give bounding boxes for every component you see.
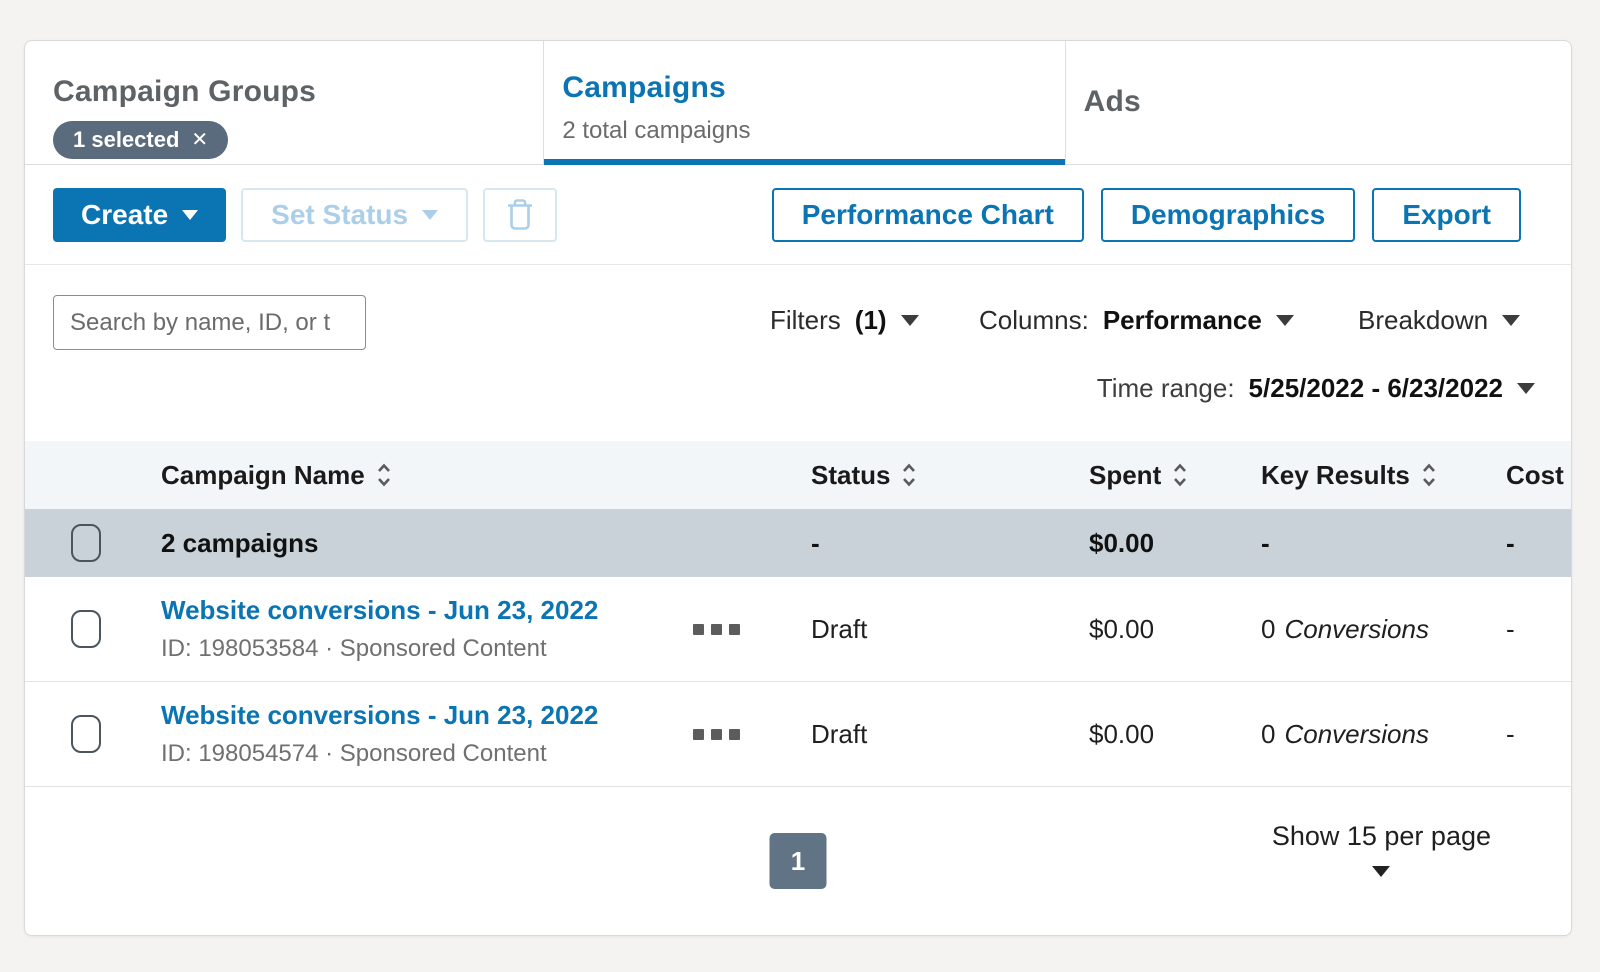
search-input[interactable]	[53, 295, 366, 350]
tab-ads[interactable]: Ads	[1066, 41, 1571, 164]
tab-campaigns-subtitle: 2 total campaigns	[562, 117, 751, 144]
sort-status[interactable]: Status	[811, 460, 918, 491]
sort-spent[interactable]: Spent	[1089, 460, 1189, 491]
summary-row: 2 campaigns - $0.00 - -	[25, 509, 1571, 577]
more-actions-icon[interactable]	[689, 721, 744, 748]
set-status-button[interactable]: Set Status	[241, 187, 469, 242]
sort-key-results[interactable]: Key Results	[1261, 460, 1438, 491]
tab-ads-title: Ads	[1083, 85, 1141, 118]
filters-dropdown[interactable]: Filters (1)	[770, 303, 919, 337]
campaign-meta: ID: 198053584 · Sponsored Content	[161, 634, 547, 662]
columns-dropdown[interactable]: Columns: Performance	[979, 303, 1294, 337]
selected-count-label: 1 selected	[73, 127, 180, 152]
active-tab-underline	[544, 159, 1065, 165]
spent-value: $0.00	[1089, 718, 1155, 749]
campaign-name-header: Campaign Name	[161, 459, 365, 490]
demographics-button[interactable]: Demographics	[1100, 187, 1356, 242]
sort-icon	[1174, 463, 1187, 487]
performance-chart-label: Performance Chart	[801, 198, 1054, 230]
tab-bar: Campaign Groups 1 selected ✕ Campaigns 2…	[25, 41, 1571, 165]
status-header: Status	[811, 459, 891, 490]
summary-key-results: -	[1261, 527, 1270, 558]
key-results-value: 0	[1261, 613, 1276, 644]
chevron-down-icon	[1275, 314, 1294, 326]
tab-campaigns-title: Campaigns	[562, 71, 726, 104]
status-value: Draft	[811, 718, 868, 749]
breakdown-label: Breakdown	[1358, 304, 1489, 335]
status-value: Draft	[811, 613, 868, 644]
sort-icon	[1422, 463, 1435, 487]
sort-icon	[903, 463, 916, 487]
create-button[interactable]: Create	[53, 187, 227, 242]
filters-count: (1)	[854, 304, 887, 335]
spent-header: Spent	[1089, 459, 1162, 490]
campaign-manager-card: Campaign Groups 1 selected ✕ Campaigns 2…	[24, 40, 1572, 936]
campaign-name-link[interactable]: Website conversions - Jun 23, 2022	[161, 595, 599, 626]
toolbar-right-group: Performance Chart Demographics Export	[771, 187, 1521, 242]
spent-value: $0.00	[1089, 613, 1155, 644]
filters-label: Filters	[770, 304, 841, 335]
chevron-down-icon	[1517, 382, 1535, 394]
demographics-label: Demographics	[1130, 198, 1326, 230]
cost-header: Cost	[1506, 459, 1564, 490]
export-label: Export	[1402, 198, 1491, 230]
chevron-down-icon	[422, 209, 439, 220]
tab-campaign-groups-title: Campaign Groups	[53, 75, 317, 108]
time-range-value: 5/25/2022 - 6/23/2022	[1248, 372, 1503, 403]
select-all-checkbox[interactable]	[71, 524, 101, 562]
selected-count-badge[interactable]: 1 selected ✕	[53, 121, 229, 159]
row-checkbox[interactable]	[71, 715, 101, 753]
sort-campaign-name[interactable]: Campaign Name	[161, 460, 393, 491]
campaign-name-link[interactable]: Website conversions - Jun 23, 2022	[161, 700, 599, 731]
badge-close-icon[interactable]: ✕	[191, 129, 209, 151]
page-size-label: Show 15 per page	[1271, 821, 1491, 851]
set-status-label: Set Status	[271, 198, 409, 230]
row-checkbox[interactable]	[71, 610, 101, 648]
performance-chart-button[interactable]: Performance Chart	[771, 187, 1084, 242]
toolbar: Create Set Status Performance	[25, 165, 1571, 265]
table-row: Website conversions - Jun 23, 2022 ID: 1…	[25, 577, 1571, 682]
toolbar-left-group: Create Set Status	[53, 187, 558, 242]
key-results-value: 0	[1261, 718, 1276, 749]
export-button[interactable]: Export	[1372, 187, 1521, 242]
key-results-unit: Conversions	[1284, 613, 1429, 644]
summary-cost: -	[1506, 527, 1515, 558]
chevron-down-icon	[182, 209, 199, 220]
table-row: Website conversions - Jun 23, 2022 ID: 1…	[25, 682, 1571, 787]
tab-campaign-groups[interactable]: Campaign Groups 1 selected ✕	[25, 41, 545, 164]
page-1-button[interactable]: 1	[769, 833, 827, 889]
sort-icon	[377, 463, 390, 487]
more-actions-icon[interactable]	[689, 616, 744, 643]
campaign-meta: ID: 198054574 · Sponsored Content	[161, 739, 547, 767]
filter-section: Filters (1) Columns: Performance Breakdo…	[25, 265, 1571, 441]
cost-value: -	[1506, 718, 1515, 749]
cost-value: -	[1506, 613, 1515, 644]
tab-campaigns[interactable]: Campaigns 2 total campaigns	[544, 41, 1066, 165]
summary-label: 2 campaigns	[161, 527, 319, 558]
summary-spent: $0.00	[1089, 527, 1155, 558]
table-footer: 1 Show 15 per page	[25, 787, 1571, 935]
time-range-dropdown[interactable]: Time range: 5/25/2022 - 6/23/2022	[1097, 371, 1535, 405]
time-range-label: Time range:	[1096, 372, 1235, 403]
chevron-down-icon	[1502, 314, 1521, 326]
chevron-down-icon	[900, 314, 919, 326]
page-size-dropdown[interactable]: Show 15 per page	[1272, 821, 1491, 877]
key-results-header: Key Results	[1261, 459, 1410, 490]
create-button-label: Create	[81, 198, 169, 230]
delete-button[interactable]	[483, 187, 558, 242]
chevron-down-icon	[1372, 866, 1391, 877]
key-results-unit: Conversions	[1284, 718, 1429, 749]
summary-status: -	[811, 527, 820, 558]
columns-value: Performance	[1102, 304, 1262, 335]
columns-label: Columns:	[979, 304, 1089, 335]
trash-icon	[508, 198, 533, 230]
table-header-row: Campaign Name Status Spent Key Res	[25, 441, 1571, 509]
breakdown-dropdown[interactable]: Breakdown	[1358, 303, 1521, 337]
